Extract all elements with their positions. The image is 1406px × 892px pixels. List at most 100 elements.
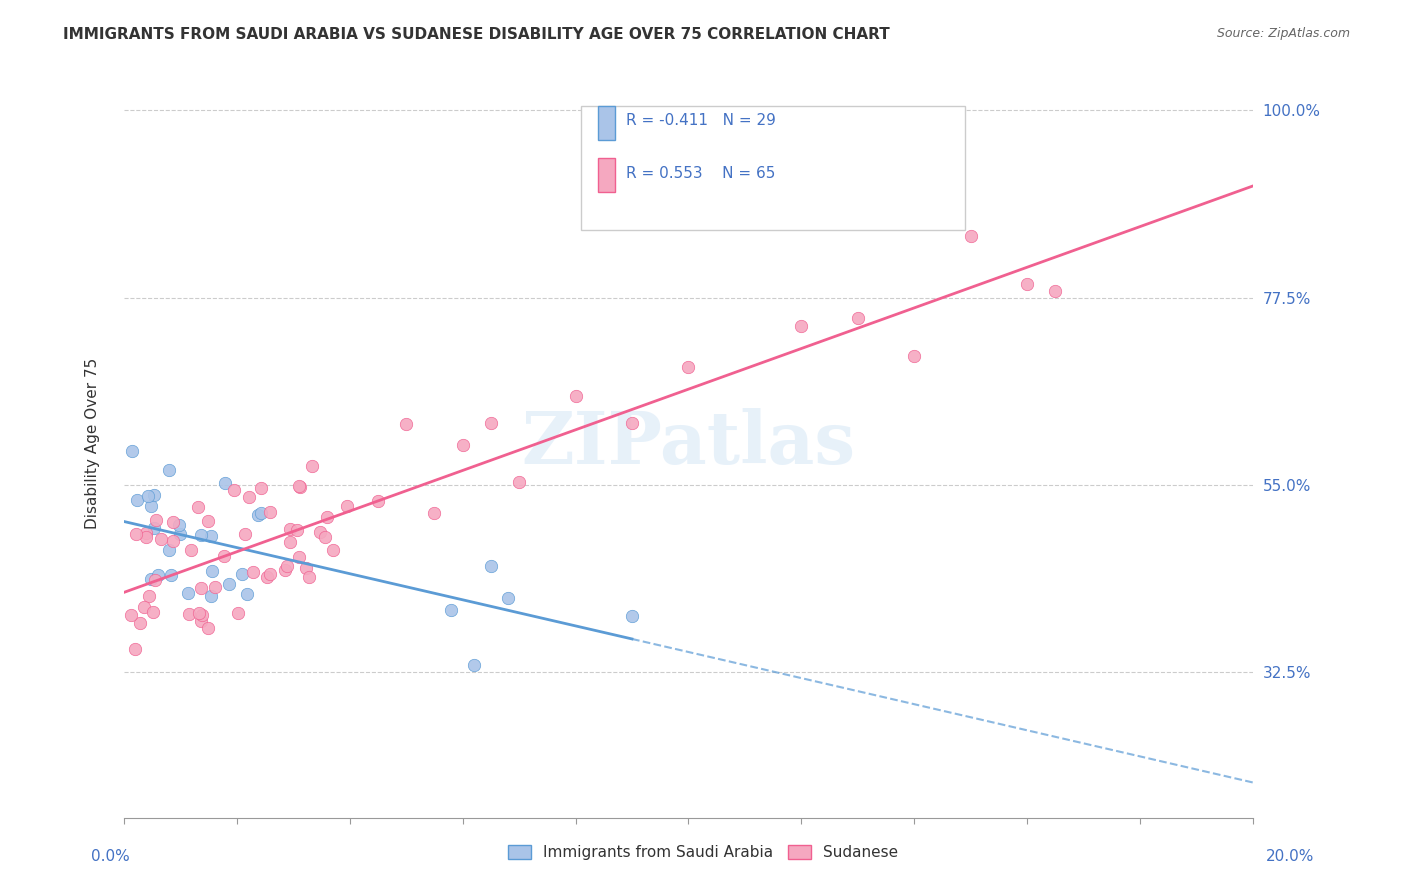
Point [301,459,323,474]
Point [143,521,166,535]
Point [367,493,389,508]
Point [157,542,180,557]
Point [190,581,212,595]
Point [259,567,281,582]
Point [288,550,311,565]
Text: R = -0.411   N = 29: R = -0.411 N = 29 [626,113,776,128]
Point [308,524,330,539]
Point [120,607,142,622]
Point [143,573,166,587]
Point [256,570,278,584]
Point [128,616,150,631]
Point [846,310,869,325]
Point [200,529,222,543]
Point [233,527,256,541]
Point [259,505,281,519]
Text: 0.0%: 0.0% [91,849,131,863]
Point [620,609,643,624]
Point [214,475,236,490]
Point [200,589,222,603]
Legend: Immigrants from Saudi Arabia, Sudanese: Immigrants from Saudi Arabia, Sudanese [502,839,904,866]
Point [1017,277,1039,291]
Point [278,534,301,549]
Text: 20.0%: 20.0% [1267,849,1315,863]
FancyBboxPatch shape [598,159,614,192]
Point [274,563,297,577]
Point [395,417,418,432]
Point [322,542,344,557]
Point [226,606,249,620]
Point [197,621,219,635]
Point [423,506,446,520]
Point [204,581,226,595]
Text: ZIPatlas: ZIPatlas [522,408,855,479]
Point [278,522,301,536]
Point [162,534,184,549]
Point [145,513,167,527]
Point [242,565,264,579]
Point [564,389,586,403]
Point [496,591,519,605]
Point [288,479,311,493]
Point [440,603,463,617]
Point [177,585,200,599]
Point [167,518,190,533]
Point [157,463,180,477]
Point [295,560,318,574]
Point [138,589,160,603]
Point [124,641,146,656]
FancyBboxPatch shape [581,106,965,229]
Point [1045,285,1067,299]
Point [190,614,212,628]
Point [903,349,925,363]
Point [135,530,157,544]
Point [138,489,160,503]
Point [125,527,148,541]
Point [250,481,273,495]
Point [162,515,184,529]
Point [139,500,162,514]
Text: Source: ZipAtlas.com: Source: ZipAtlas.com [1216,27,1350,40]
Point [169,527,191,541]
Point [222,483,245,497]
Point [790,318,813,333]
Point [127,492,149,507]
Point [508,475,530,490]
Point [288,480,311,494]
Point [463,658,485,673]
FancyBboxPatch shape [598,106,614,140]
Point [238,491,260,505]
Point [451,438,474,452]
Point [187,606,209,620]
Point [276,559,298,574]
Point [191,607,214,622]
Point [959,229,981,244]
Point [149,532,172,546]
Point [201,564,224,578]
Point [139,572,162,586]
Point [315,510,337,524]
Point [143,488,166,502]
Point [187,500,209,514]
Point [159,568,181,582]
Point [179,607,201,621]
Y-axis label: Disability Age Over 75: Disability Age Over 75 [86,358,100,529]
Text: R = 0.553    N = 65: R = 0.553 N = 65 [626,166,776,181]
Point [620,417,643,431]
Point [250,506,273,520]
Point [180,543,202,558]
Point [298,570,321,584]
Point [135,525,157,540]
Point [142,605,165,619]
Point [212,549,235,563]
Text: IMMIGRANTS FROM SAUDI ARABIA VS SUDANESE DISABILITY AGE OVER 75 CORRELATION CHAR: IMMIGRANTS FROM SAUDI ARABIA VS SUDANESE… [63,27,890,42]
Point [678,360,700,375]
Point [197,514,219,528]
Point [132,600,155,615]
Point [479,559,502,574]
Point [285,523,308,537]
Point [479,416,502,430]
Point [314,530,336,544]
Point [247,508,270,523]
Point [231,567,253,582]
